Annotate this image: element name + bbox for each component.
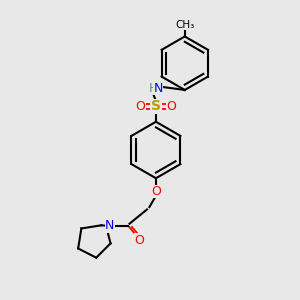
Text: S: S [151, 99, 161, 113]
Text: N: N [105, 219, 115, 232]
Text: N: N [153, 82, 163, 95]
Text: H: H [148, 82, 158, 95]
Text: O: O [151, 185, 161, 198]
Text: O: O [167, 100, 176, 113]
Text: O: O [136, 100, 146, 113]
Text: O: O [134, 234, 144, 247]
Text: CH₃: CH₃ [175, 20, 194, 30]
